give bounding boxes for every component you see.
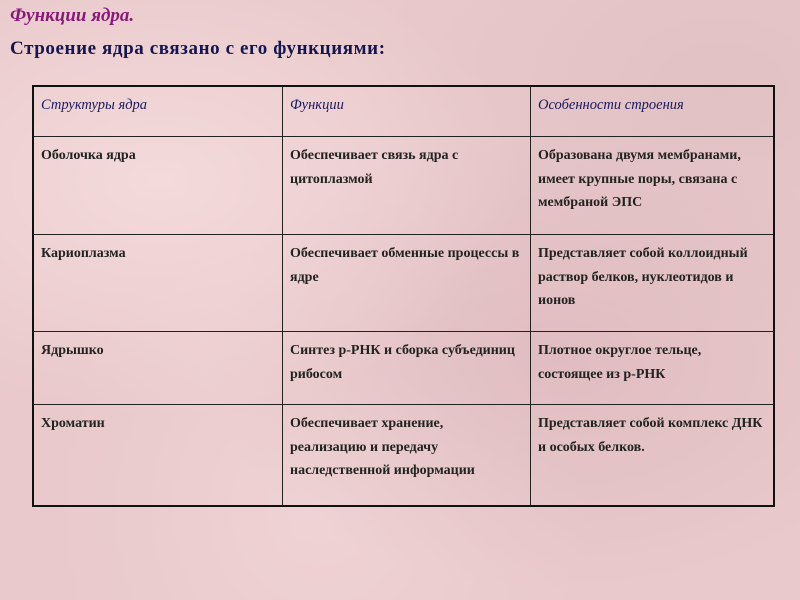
cell-feature: Представляет собой комплекс ДНК и особых… xyxy=(530,404,775,507)
header-functions: Функции xyxy=(282,85,531,137)
table-header-row: Структуры ядра Функции Особенности строе… xyxy=(32,85,775,137)
table-row: Хроматин Обеспечивает хранение, реализац… xyxy=(32,404,775,507)
header-structures: Структуры ядра xyxy=(32,85,283,137)
table-row: Кариоплазма Обеспечивает обменные процес… xyxy=(32,234,775,332)
cell-feature: Представляет собой коллоидный раствор бе… xyxy=(530,234,775,332)
cell-function: Обеспечивает обменные процессы в ядре xyxy=(282,234,531,332)
cell-function: Обеспечивает связь ядра с цитоплазмой xyxy=(282,136,531,235)
table-row: Ядрышко Синтез р-РНК и сборка субъединиц… xyxy=(32,331,775,405)
cell-structure: Оболочка ядра xyxy=(32,136,283,235)
cell-feature: Плотное округлое тельце, состоящее из р-… xyxy=(530,331,775,405)
cell-function: Обеспечивает хранение, реализацию и пере… xyxy=(282,404,531,507)
nucleus-structure-table: Структуры ядра Функции Особенности строе… xyxy=(32,85,775,507)
cell-structure: Ядрышко xyxy=(32,331,283,405)
cell-function: Синтез р-РНК и сборка субъединиц рибосом xyxy=(282,331,531,405)
cell-structure: Кариоплазма xyxy=(32,234,283,332)
header-features: Особенности строения xyxy=(530,85,775,137)
cell-structure: Хроматин xyxy=(32,404,283,507)
cell-feature: Образована двумя мембранами, имеет крупн… xyxy=(530,136,775,235)
table-row: Оболочка ядра Обеспечивает связь ядра с … xyxy=(32,136,775,235)
slide-title: Функции ядра. xyxy=(10,5,135,26)
slide-subtitle: Строение ядра связано с его функциями: xyxy=(10,38,386,59)
